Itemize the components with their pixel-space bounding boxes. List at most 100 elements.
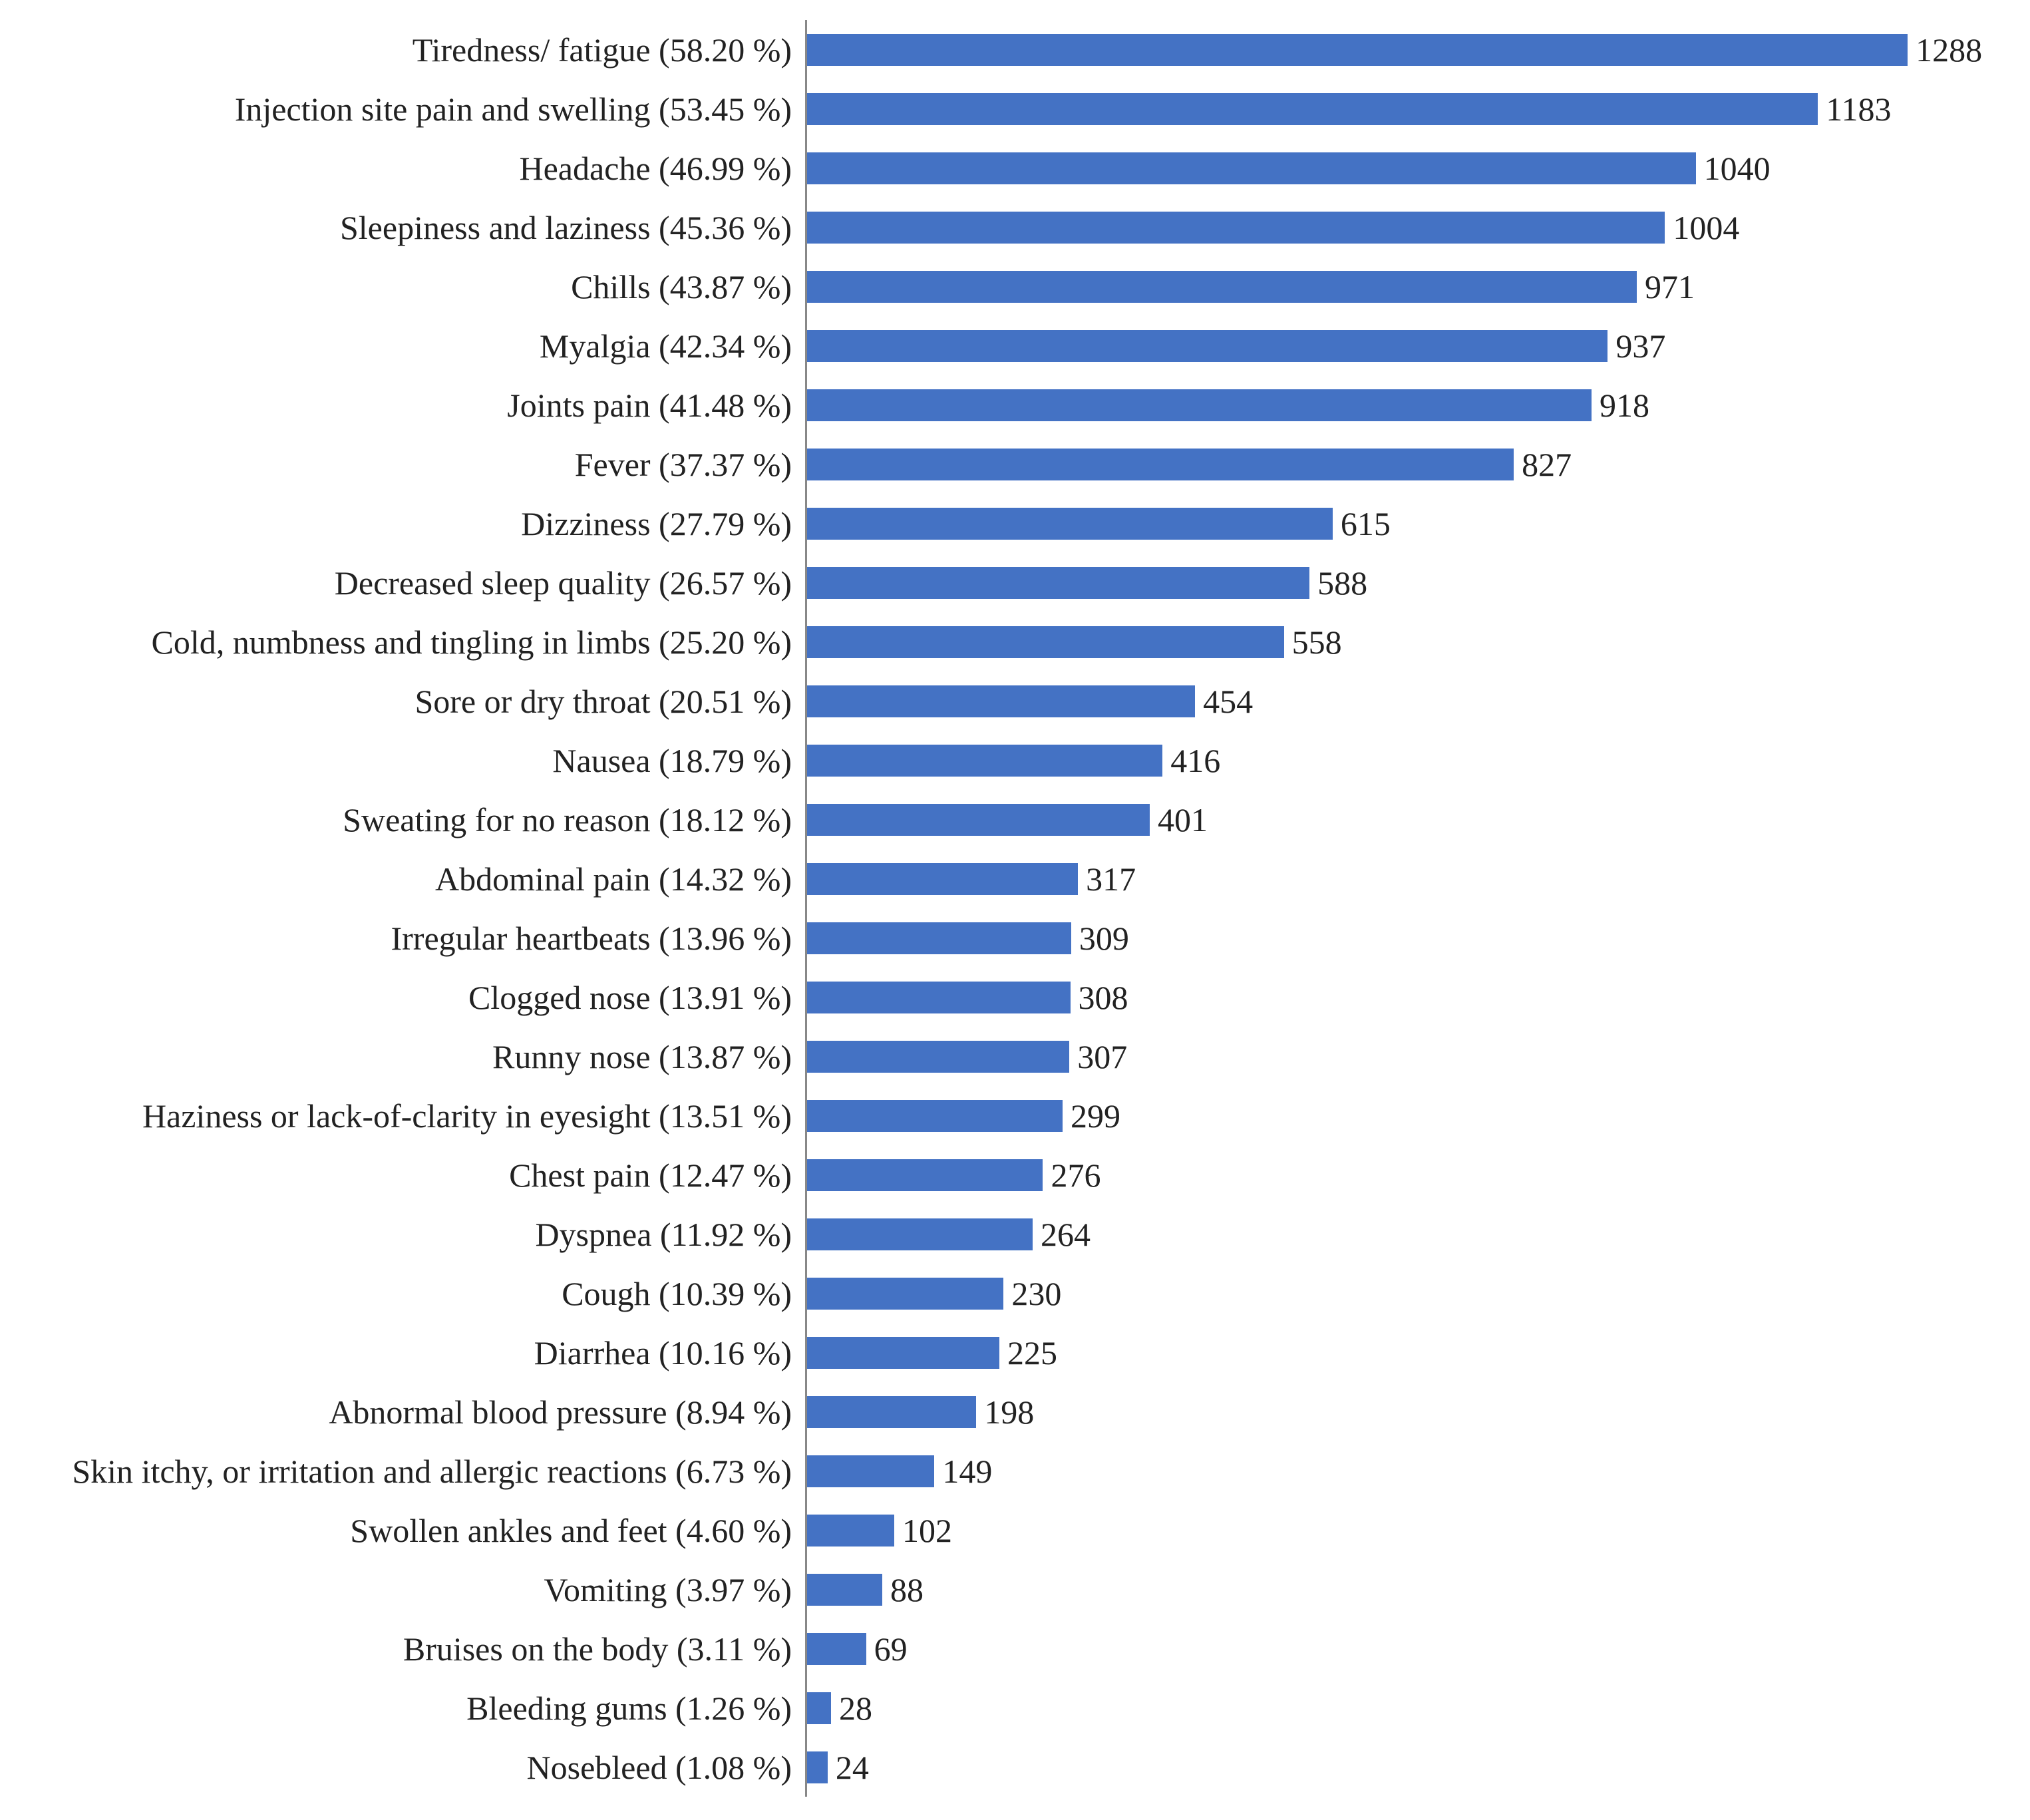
chart-row: Dyspnea (11.92 %)264 xyxy=(13,1204,2003,1264)
category-label: Abnormal blood pressure (8.94 %) xyxy=(13,1393,805,1431)
bar xyxy=(807,1337,999,1369)
category-label: Bleeding gums (1.26 %) xyxy=(13,1689,805,1728)
value-label: 317 xyxy=(1086,860,1136,898)
bar xyxy=(807,93,1818,125)
value-label: 1288 xyxy=(1916,31,1982,69)
value-label: 149 xyxy=(942,1452,992,1491)
chart-row: Sore or dry throat (20.51 %)454 xyxy=(13,671,2003,731)
bar xyxy=(807,1692,831,1724)
category-label: Sore or dry throat (20.51 %) xyxy=(13,682,805,721)
chart-row: Cough (10.39 %)230 xyxy=(13,1264,2003,1323)
bar xyxy=(807,745,1162,777)
value-label: 69 xyxy=(874,1630,908,1668)
plot-area: 198 xyxy=(805,1382,2003,1441)
value-label: 309 xyxy=(1079,919,1129,958)
bar xyxy=(807,212,1665,244)
chart-row: Runny nose (13.87 %) 307 xyxy=(13,1027,2003,1086)
chart-row: Sweating for no reason (18.12 %)401 xyxy=(13,790,2003,849)
plot-area: 1288 xyxy=(805,20,2003,79)
category-label: Cold, numbness and tingling in limbs (25… xyxy=(13,623,805,661)
value-label: 102 xyxy=(902,1511,952,1550)
value-label: 88 xyxy=(890,1570,924,1609)
plot-area: 276 xyxy=(805,1145,2003,1204)
bar xyxy=(807,389,1592,421)
plot-area: 28 xyxy=(805,1678,2003,1737)
chart-row: Decreased sleep quality (26.57 %)588 xyxy=(13,553,2003,612)
plot-area: 937 xyxy=(805,316,2003,375)
value-label: 1040 xyxy=(1704,149,1771,188)
bar xyxy=(807,863,1078,895)
plot-area: 588 xyxy=(805,553,2003,612)
bar xyxy=(807,626,1284,658)
plot-area: 454 xyxy=(805,671,2003,731)
chart-row: Sleepiness and laziness (45.36 %)1004 xyxy=(13,198,2003,257)
bar xyxy=(807,1159,1043,1191)
value-label: 918 xyxy=(1600,386,1649,425)
chart-row: Skin itchy, or irritation and allergic r… xyxy=(13,1441,2003,1501)
bar xyxy=(807,1574,882,1606)
chart-row: Bleeding gums (1.26 %)28 xyxy=(13,1678,2003,1737)
plot-area: 1004 xyxy=(805,198,2003,257)
category-label: Nosebleed (1.08 %) xyxy=(13,1748,805,1787)
bar xyxy=(807,271,1637,303)
chart-row: Fever (37.37 %)827 xyxy=(13,435,2003,494)
category-label: Decreased sleep quality (26.57 %) xyxy=(13,564,805,602)
value-label: 1004 xyxy=(1673,208,1739,247)
value-label: 308 xyxy=(1079,978,1128,1017)
chart-row: Tiredness/ fatigue (58.20 %) 1288 xyxy=(13,20,2003,79)
value-label: 827 xyxy=(1522,445,1572,484)
plot-area: 615 xyxy=(805,494,2003,553)
plot-area: 1183 xyxy=(805,79,2003,138)
category-label: Vomiting (3.97 %) xyxy=(13,1570,805,1609)
chart-row: Headache (46.99 %) 1040 xyxy=(13,138,2003,198)
category-label: Bruises on the body (3.11 %) xyxy=(13,1630,805,1668)
value-label: 198 xyxy=(984,1393,1034,1431)
chart-row: Dizziness (27.79 %)615 xyxy=(13,494,2003,553)
chart-row: Irregular heartbeats (13.96 %)309 xyxy=(13,908,2003,968)
chart-row: Nausea (18.79 %)416 xyxy=(13,731,2003,790)
category-label: Injection site pain and swelling (53.45 … xyxy=(13,90,805,128)
bar xyxy=(807,1100,1063,1132)
chart-row: Chills (43.87 %)971 xyxy=(13,257,2003,316)
bar xyxy=(807,1633,866,1665)
value-label: 24 xyxy=(836,1748,869,1787)
value-label: 230 xyxy=(1011,1274,1061,1313)
value-label: 307 xyxy=(1077,1037,1127,1076)
chart-row: Joints pain (41.48 %)918 xyxy=(13,375,2003,435)
category-label: Skin itchy, or irritation and allergic r… xyxy=(13,1452,805,1491)
chart-row: Haziness or lack-of-clarity in eyesight … xyxy=(13,1086,2003,1145)
bar xyxy=(807,1218,1033,1250)
category-label: Headache (46.99 %) xyxy=(13,149,805,188)
plot-area: 69 xyxy=(805,1619,2003,1678)
chart-row: Abdominal pain (14.32 %)317 xyxy=(13,849,2003,908)
category-label: Clogged nose (13.91 %) xyxy=(13,978,805,1017)
plot-area: 299 xyxy=(805,1086,2003,1145)
category-label: Tiredness/ fatigue (58.20 %) xyxy=(13,31,805,69)
bar xyxy=(807,34,1908,66)
chart-row: Chest pain (12.47 %)276 xyxy=(13,1145,2003,1204)
chart-row: Nosebleed (1.08 %) 24 xyxy=(13,1737,2003,1797)
chart-row: Cold, numbness and tingling in limbs (25… xyxy=(13,612,2003,671)
bar xyxy=(807,1041,1069,1073)
plot-area: 307 xyxy=(805,1027,2003,1086)
plot-area: 24 xyxy=(805,1737,2003,1797)
plot-area: 416 xyxy=(805,731,2003,790)
horizontal-bar-chart: Tiredness/ fatigue (58.20 %) 1288 Injectio… xyxy=(0,0,2030,1820)
category-label: Dizziness (27.79 %) xyxy=(13,504,805,543)
plot-area: 1040 xyxy=(805,138,2003,198)
value-label: 937 xyxy=(1615,327,1665,365)
bar xyxy=(807,1751,828,1783)
bar xyxy=(807,508,1333,540)
bar xyxy=(807,330,1607,362)
bar xyxy=(807,804,1150,836)
category-label: Haziness or lack-of-clarity in eyesight … xyxy=(13,1097,805,1135)
bar xyxy=(807,449,1514,480)
category-label: Diarrhea (10.16 %) xyxy=(13,1334,805,1372)
plot-area: 401 xyxy=(805,790,2003,849)
chart-row: Injection site pain and swelling (53.45 … xyxy=(13,79,2003,138)
category-label: Swollen ankles and feet (4.60 %) xyxy=(13,1511,805,1550)
plot-area: 918 xyxy=(805,375,2003,435)
plot-area: 102 xyxy=(805,1501,2003,1560)
category-label: Runny nose (13.87 %) xyxy=(13,1037,805,1076)
bar xyxy=(807,685,1195,717)
